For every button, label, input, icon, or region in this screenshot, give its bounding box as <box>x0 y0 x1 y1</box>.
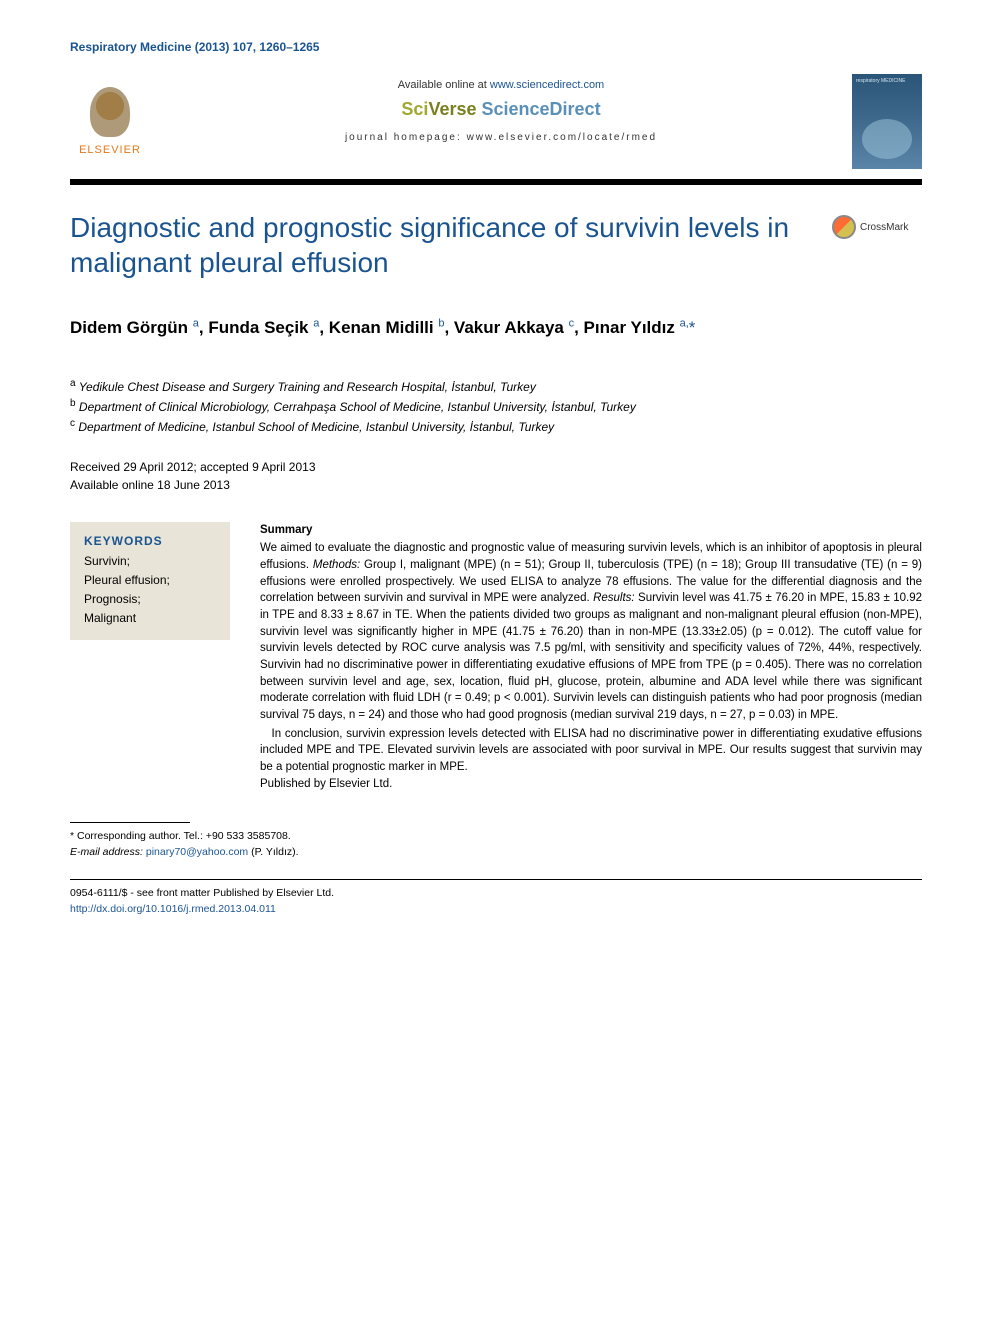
homepage-prefix: journal homepage: <box>345 132 467 143</box>
email-link[interactable]: pinary70@yahoo.com <box>146 846 248 858</box>
summary-publisher: Published by Elsevier Ltd. <box>260 776 922 793</box>
journal-reference: Respiratory Medicine (2013) 107, 1260–12… <box>70 40 922 54</box>
email-suffix: (P. Yıldız). <box>248 846 298 858</box>
available-prefix: Available online at <box>398 79 490 91</box>
sciverse-sciencedirect: ScienceDirect <box>482 99 601 119</box>
divider-bar <box>70 179 922 185</box>
affiliation-b: b Department of Clinical Microbiology, C… <box>70 396 922 416</box>
issn-line: 0954-6111/$ - see front matter Published… <box>70 886 922 902</box>
summary-para1: We aimed to evaluate the diagnostic and … <box>260 540 922 723</box>
authors-list: Didem Görgün a, Funda Seçik a, Kenan Mid… <box>70 315 922 341</box>
elsevier-label: ELSEVIER <box>79 144 141 156</box>
sciverse-verse: Verse <box>428 99 481 119</box>
email-line: E-mail address: pinary70@yahoo.com (P. Y… <box>70 845 922 861</box>
available-online: Available online at www.sciencedirect.co… <box>170 79 832 91</box>
crossmark-label: CrossMark <box>860 222 908 233</box>
received-accepted: Received 29 April 2012; accepted 9 April… <box>70 458 922 476</box>
journal-cover-thumbnail[interactable] <box>852 74 922 169</box>
keywords-box: KEYWORDS Survivin;Pleural effusion;Progn… <box>70 522 230 641</box>
homepage-link[interactable]: www.elsevier.com/locate/rmed <box>467 132 658 143</box>
article-dates: Received 29 April 2012; accepted 9 April… <box>70 458 922 494</box>
journal-homepage: journal homepage: www.elsevier.com/locat… <box>170 132 832 143</box>
keywords-heading: KEYWORDS <box>84 534 216 548</box>
bottom-rule <box>70 879 922 880</box>
affiliation-c: c Department of Medicine, Istanbul Schoo… <box>70 416 922 436</box>
crossmark-icon <box>832 215 856 239</box>
summary-heading: Summary <box>260 522 922 539</box>
corresponding-author: * Corresponding author. Tel.: +90 533 35… <box>70 829 922 845</box>
sciencedirect-link[interactable]: www.sciencedirect.com <box>490 79 604 91</box>
email-label: E-mail address: <box>70 846 146 858</box>
header-section: ELSEVIER Available online at www.science… <box>70 74 922 169</box>
footnote-rule <box>70 822 190 823</box>
available-online-date: Available online 18 June 2013 <box>70 476 922 494</box>
bottom-info: 0954-6111/$ - see front matter Published… <box>70 886 922 918</box>
affiliations: a Yedikule Chest Disease and Surgery Tra… <box>70 376 922 436</box>
summary-para2: In conclusion, survivin expression level… <box>260 726 922 776</box>
elsevier-logo[interactable]: ELSEVIER <box>70 74 150 164</box>
article-title: Diagnostic and prognostic significance o… <box>70 210 812 280</box>
footnotes: * Corresponding author. Tel.: +90 533 35… <box>70 829 922 861</box>
doi-link[interactable]: http://dx.doi.org/10.1016/j.rmed.2013.04… <box>70 903 276 915</box>
elsevier-tree-icon <box>80 82 140 142</box>
title-row: Diagnostic and prognostic significance o… <box>70 210 922 280</box>
keywords-list: Survivin;Pleural effusion;Prognosis;Mali… <box>84 552 216 629</box>
center-header: Available online at www.sciencedirect.co… <box>170 74 832 143</box>
summary-section: Summary We aimed to evaluate the diagnos… <box>260 522 922 793</box>
sciverse-sci: Sci <box>401 99 428 119</box>
affiliation-a: a Yedikule Chest Disease and Surgery Tra… <box>70 376 922 396</box>
crossmark-badge[interactable]: CrossMark <box>832 215 922 239</box>
sciverse-logo: SciVerse ScienceDirect <box>401 99 600 120</box>
main-content: KEYWORDS Survivin;Pleural effusion;Progn… <box>70 522 922 793</box>
